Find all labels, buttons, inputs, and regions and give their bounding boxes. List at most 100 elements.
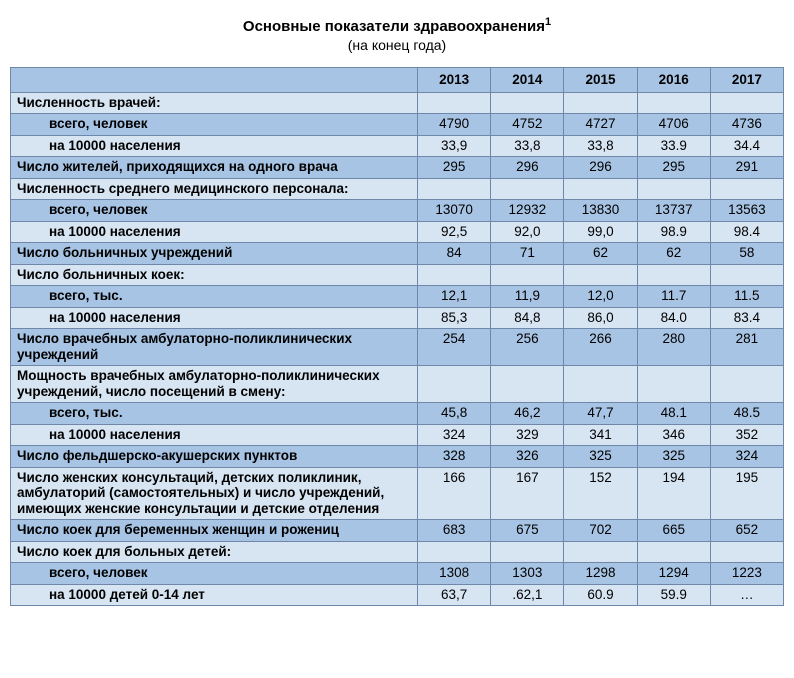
row-value: 683 [418,520,491,542]
table-row: всего, тыс.12,111,912,011.711.5 [11,286,784,308]
row-value: 83.4 [710,307,783,329]
row-value: 324 [710,446,783,468]
row-value: 328 [418,446,491,468]
row-value: 11.5 [710,286,783,308]
table-row: всего, человек47904752472747064736 [11,114,784,136]
title-text: Основные показатели здравоохранения [243,18,545,35]
row-value: 92,5 [418,221,491,243]
row-label: Число коек для больных детей: [11,541,418,563]
row-value: 702 [564,520,637,542]
row-value [564,366,637,403]
row-value: 346 [637,424,710,446]
row-value [418,366,491,403]
row-value: 63,7 [418,584,491,606]
row-value: 62 [637,243,710,265]
row-value: 4736 [710,114,783,136]
row-value: 167 [491,467,564,520]
row-value: 256 [491,329,564,366]
row-value: 4727 [564,114,637,136]
row-label: всего, человек [11,200,418,222]
table-row: на 10000 населения33,933,833,833.934.4 [11,135,784,157]
row-value: 85,3 [418,307,491,329]
row-label: Мощность врачебных амбулаторно-поликлини… [11,366,418,403]
row-value: 4752 [491,114,564,136]
row-label: Число женских консультаций, детских поли… [11,467,418,520]
row-label: Численность среднего медицинского персон… [11,178,418,200]
table-row: всего, тыс.45,846,247,748.148.5 [11,403,784,425]
row-value [418,92,491,114]
table-row: на 10000 населения324329341346352 [11,424,784,446]
row-value: 195 [710,467,783,520]
table-row: Число больничных коек: [11,264,784,286]
row-label: на 10000 населения [11,221,418,243]
row-value [491,178,564,200]
title-footnote: 1 [545,16,551,28]
row-value: 48.1 [637,403,710,425]
row-value: 324 [418,424,491,446]
row-value: 48.5 [710,403,783,425]
table-row: Число жителей, приходящихся на одного вр… [11,157,784,179]
table-row: на 10000 детей 0-14 лет63,7.62,160.959.9… [11,584,784,606]
row-value: 166 [418,467,491,520]
row-value: 665 [637,520,710,542]
table-row: на 10000 населения85,384,886,084.083.4 [11,307,784,329]
row-value: 652 [710,520,783,542]
row-label: всего, тыс. [11,403,418,425]
row-value: 325 [637,446,710,468]
row-value: 99,0 [564,221,637,243]
table-row: всего, человек13081303129812941223 [11,563,784,585]
row-value: 1223 [710,563,783,585]
table-row: всего, человек1307012932138301373713563 [11,200,784,222]
row-value: 281 [710,329,783,366]
row-value [710,264,783,286]
row-value [710,92,783,114]
header-year: 2017 [710,68,783,93]
row-value: 62 [564,243,637,265]
row-label: Число больничных коек: [11,264,418,286]
row-value [491,92,564,114]
row-value: 33,8 [564,135,637,157]
row-value: 296 [564,157,637,179]
row-value: 84.0 [637,307,710,329]
row-value: 33,9 [418,135,491,157]
row-value: 59.9 [637,584,710,606]
row-value: 92,0 [491,221,564,243]
table-head: 2013 2014 2015 2016 2017 [11,68,784,93]
row-value [637,92,710,114]
header-year: 2014 [491,68,564,93]
row-value: 675 [491,520,564,542]
row-value [418,178,491,200]
row-value: 33,8 [491,135,564,157]
row-value: 341 [564,424,637,446]
row-value: 280 [637,329,710,366]
row-value: 86,0 [564,307,637,329]
table-row: Число коек для больных детей: [11,541,784,563]
header-label-cell [11,68,418,93]
row-value: 34.4 [710,135,783,157]
row-value [564,264,637,286]
row-value [710,366,783,403]
row-label: Число коек для беременных женщин и рожен… [11,520,418,542]
row-value: 295 [418,157,491,179]
page-title: Основные показатели здравоохранения1 [10,16,784,35]
row-value: 266 [564,329,637,366]
row-label: всего, человек [11,114,418,136]
title-block: Основные показатели здравоохранения1 (на… [10,16,784,53]
row-value: 45,8 [418,403,491,425]
table-row: Численность среднего медицинского персон… [11,178,784,200]
row-value: 13737 [637,200,710,222]
row-value [637,264,710,286]
row-value: 71 [491,243,564,265]
row-value [491,264,564,286]
row-value [564,92,637,114]
header-year: 2013 [418,68,491,93]
row-value [564,541,637,563]
row-label: на 10000 населения [11,307,418,329]
row-value: 13070 [418,200,491,222]
row-label: на 10000 детей 0-14 лет [11,584,418,606]
table-row: Мощность врачебных амбулаторно-поликлини… [11,366,784,403]
row-value [418,541,491,563]
row-value [637,541,710,563]
row-value: 329 [491,424,564,446]
row-value [637,366,710,403]
